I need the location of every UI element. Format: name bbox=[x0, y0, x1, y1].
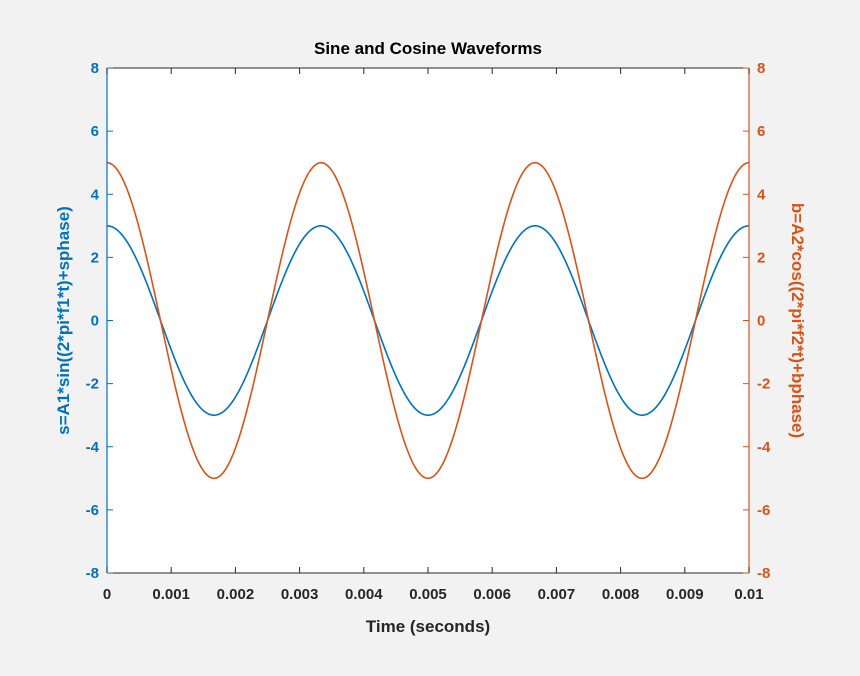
right-y-tick-label: -6 bbox=[757, 502, 770, 519]
left-y-tick-label: 0 bbox=[91, 313, 99, 330]
x-tick-label: 0.008 bbox=[602, 586, 640, 603]
left-y-axis-label: s=A1*sin((2*pi*f1*t)+sphase) bbox=[54, 206, 73, 435]
right-y-axis-label: b=A2*cos((2*pi*f2*t)+bphase) bbox=[788, 203, 807, 438]
right-y-tick-label: 4 bbox=[757, 186, 766, 203]
right-y-tick-label: 6 bbox=[757, 123, 765, 140]
left-y-tick-label: 6 bbox=[91, 123, 99, 140]
x-tick-label: 0.006 bbox=[473, 586, 511, 603]
left-y-tick-label: 8 bbox=[91, 60, 99, 77]
right-y-tick-label: -2 bbox=[757, 376, 770, 393]
left-y-tick-label: -6 bbox=[86, 502, 99, 519]
right-y-tick-label: -8 bbox=[757, 565, 770, 582]
x-tick-label: 0.002 bbox=[217, 586, 255, 603]
right-y-tick-label: 0 bbox=[757, 313, 765, 330]
x-tick-label: 0.004 bbox=[345, 586, 383, 603]
cosine-series-line bbox=[106, 161, 750, 480]
x-tick-label: 0.007 bbox=[538, 586, 576, 603]
x-tick-label: 0.001 bbox=[152, 586, 190, 603]
left-y-tick-label: -8 bbox=[86, 565, 99, 582]
x-tick-label: 0 bbox=[103, 586, 111, 603]
x-tick-label: 0.01 bbox=[734, 586, 763, 603]
left-y-tick-label: -2 bbox=[86, 376, 99, 393]
x-tick-label: 0.009 bbox=[666, 586, 704, 603]
right-y-tick-label: 2 bbox=[757, 249, 765, 266]
x-tick-label: 0.003 bbox=[281, 586, 319, 603]
plot-area bbox=[107, 68, 749, 573]
series-layer bbox=[106, 161, 750, 480]
right-y-tick-label: -4 bbox=[757, 439, 771, 456]
x-axis-label: Time (seconds) bbox=[366, 617, 490, 636]
axes-layer: 0 0.001 0.002 0.003 0.004 0.005 0.006 0.007 0.00… bbox=[86, 60, 771, 603]
left-y-tick-label: 2 bbox=[91, 249, 99, 266]
sine-series-line bbox=[106, 225, 750, 416]
x-tick-label: 0.005 bbox=[409, 586, 447, 603]
chart-title: Sine and Cosine Waveforms bbox=[314, 39, 542, 58]
right-y-tick-label: 8 bbox=[757, 60, 765, 77]
left-y-tick-label: 4 bbox=[91, 186, 100, 203]
left-y-tick-label: -4 bbox=[86, 439, 100, 456]
